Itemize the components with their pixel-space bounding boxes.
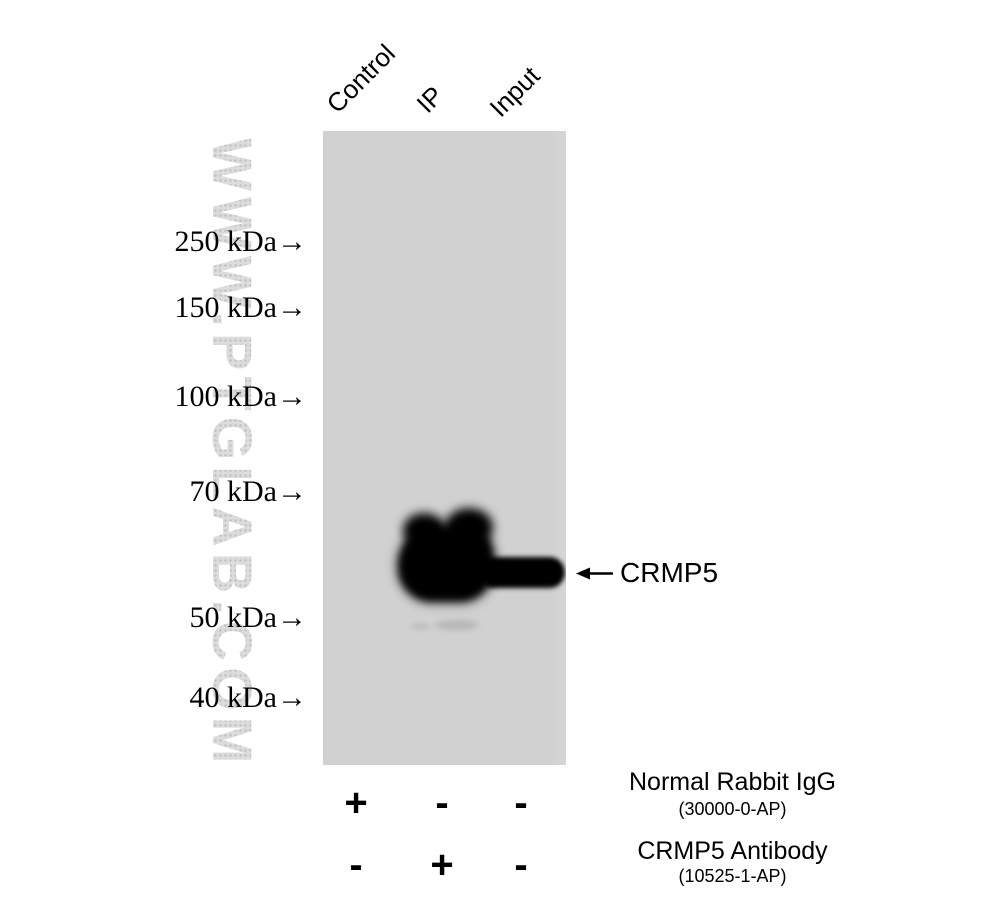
mw-marker-100kda: 100 kDa→ [174,380,307,413]
mw-marker-40kda: 40 kDa→ [189,681,307,714]
condition-name-normal-rabbit-igg: Normal Rabbit IgG [628,768,837,796]
condition-name-crmp5-antibody: CRMP5 Antibody [637,837,828,865]
mw-marker-50kda: 50 kDa→ [189,601,307,634]
watermark-text: WWW.PTGLAB.COM [201,138,264,770]
mw-marker-70kda: 70 kDa→ [189,475,307,508]
band-label-crmp5: CRMP5 [620,557,719,588]
band-input-lane [481,557,565,588]
condition-catalog-igg: (30000-0-AP) [678,799,787,819]
sign-ab-control: - [349,843,363,887]
mw-marker-250kda: 250 kDa→ [174,225,307,258]
band-faint-smudge-small [411,623,431,630]
sign-ab-ip: + [430,843,454,887]
lane-label-input: Input [483,60,546,123]
sign-igg-ip: - [435,781,449,825]
condition-catalog-crmp5: (10525-1-AP) [678,866,787,886]
left-arrow-icon [576,565,614,587]
sign-ab-input: - [514,843,528,887]
lane-label-control: Control [320,38,401,119]
band-faint-smudge [435,620,479,630]
lane-label-ip: IP [410,80,450,119]
mw-marker-150kda: 150 kDa→ [174,291,307,324]
sign-igg-input: - [514,781,528,825]
sign-igg-control: + [344,781,368,825]
band-ip-main [398,526,494,602]
blot-membrane-panel [323,131,566,765]
